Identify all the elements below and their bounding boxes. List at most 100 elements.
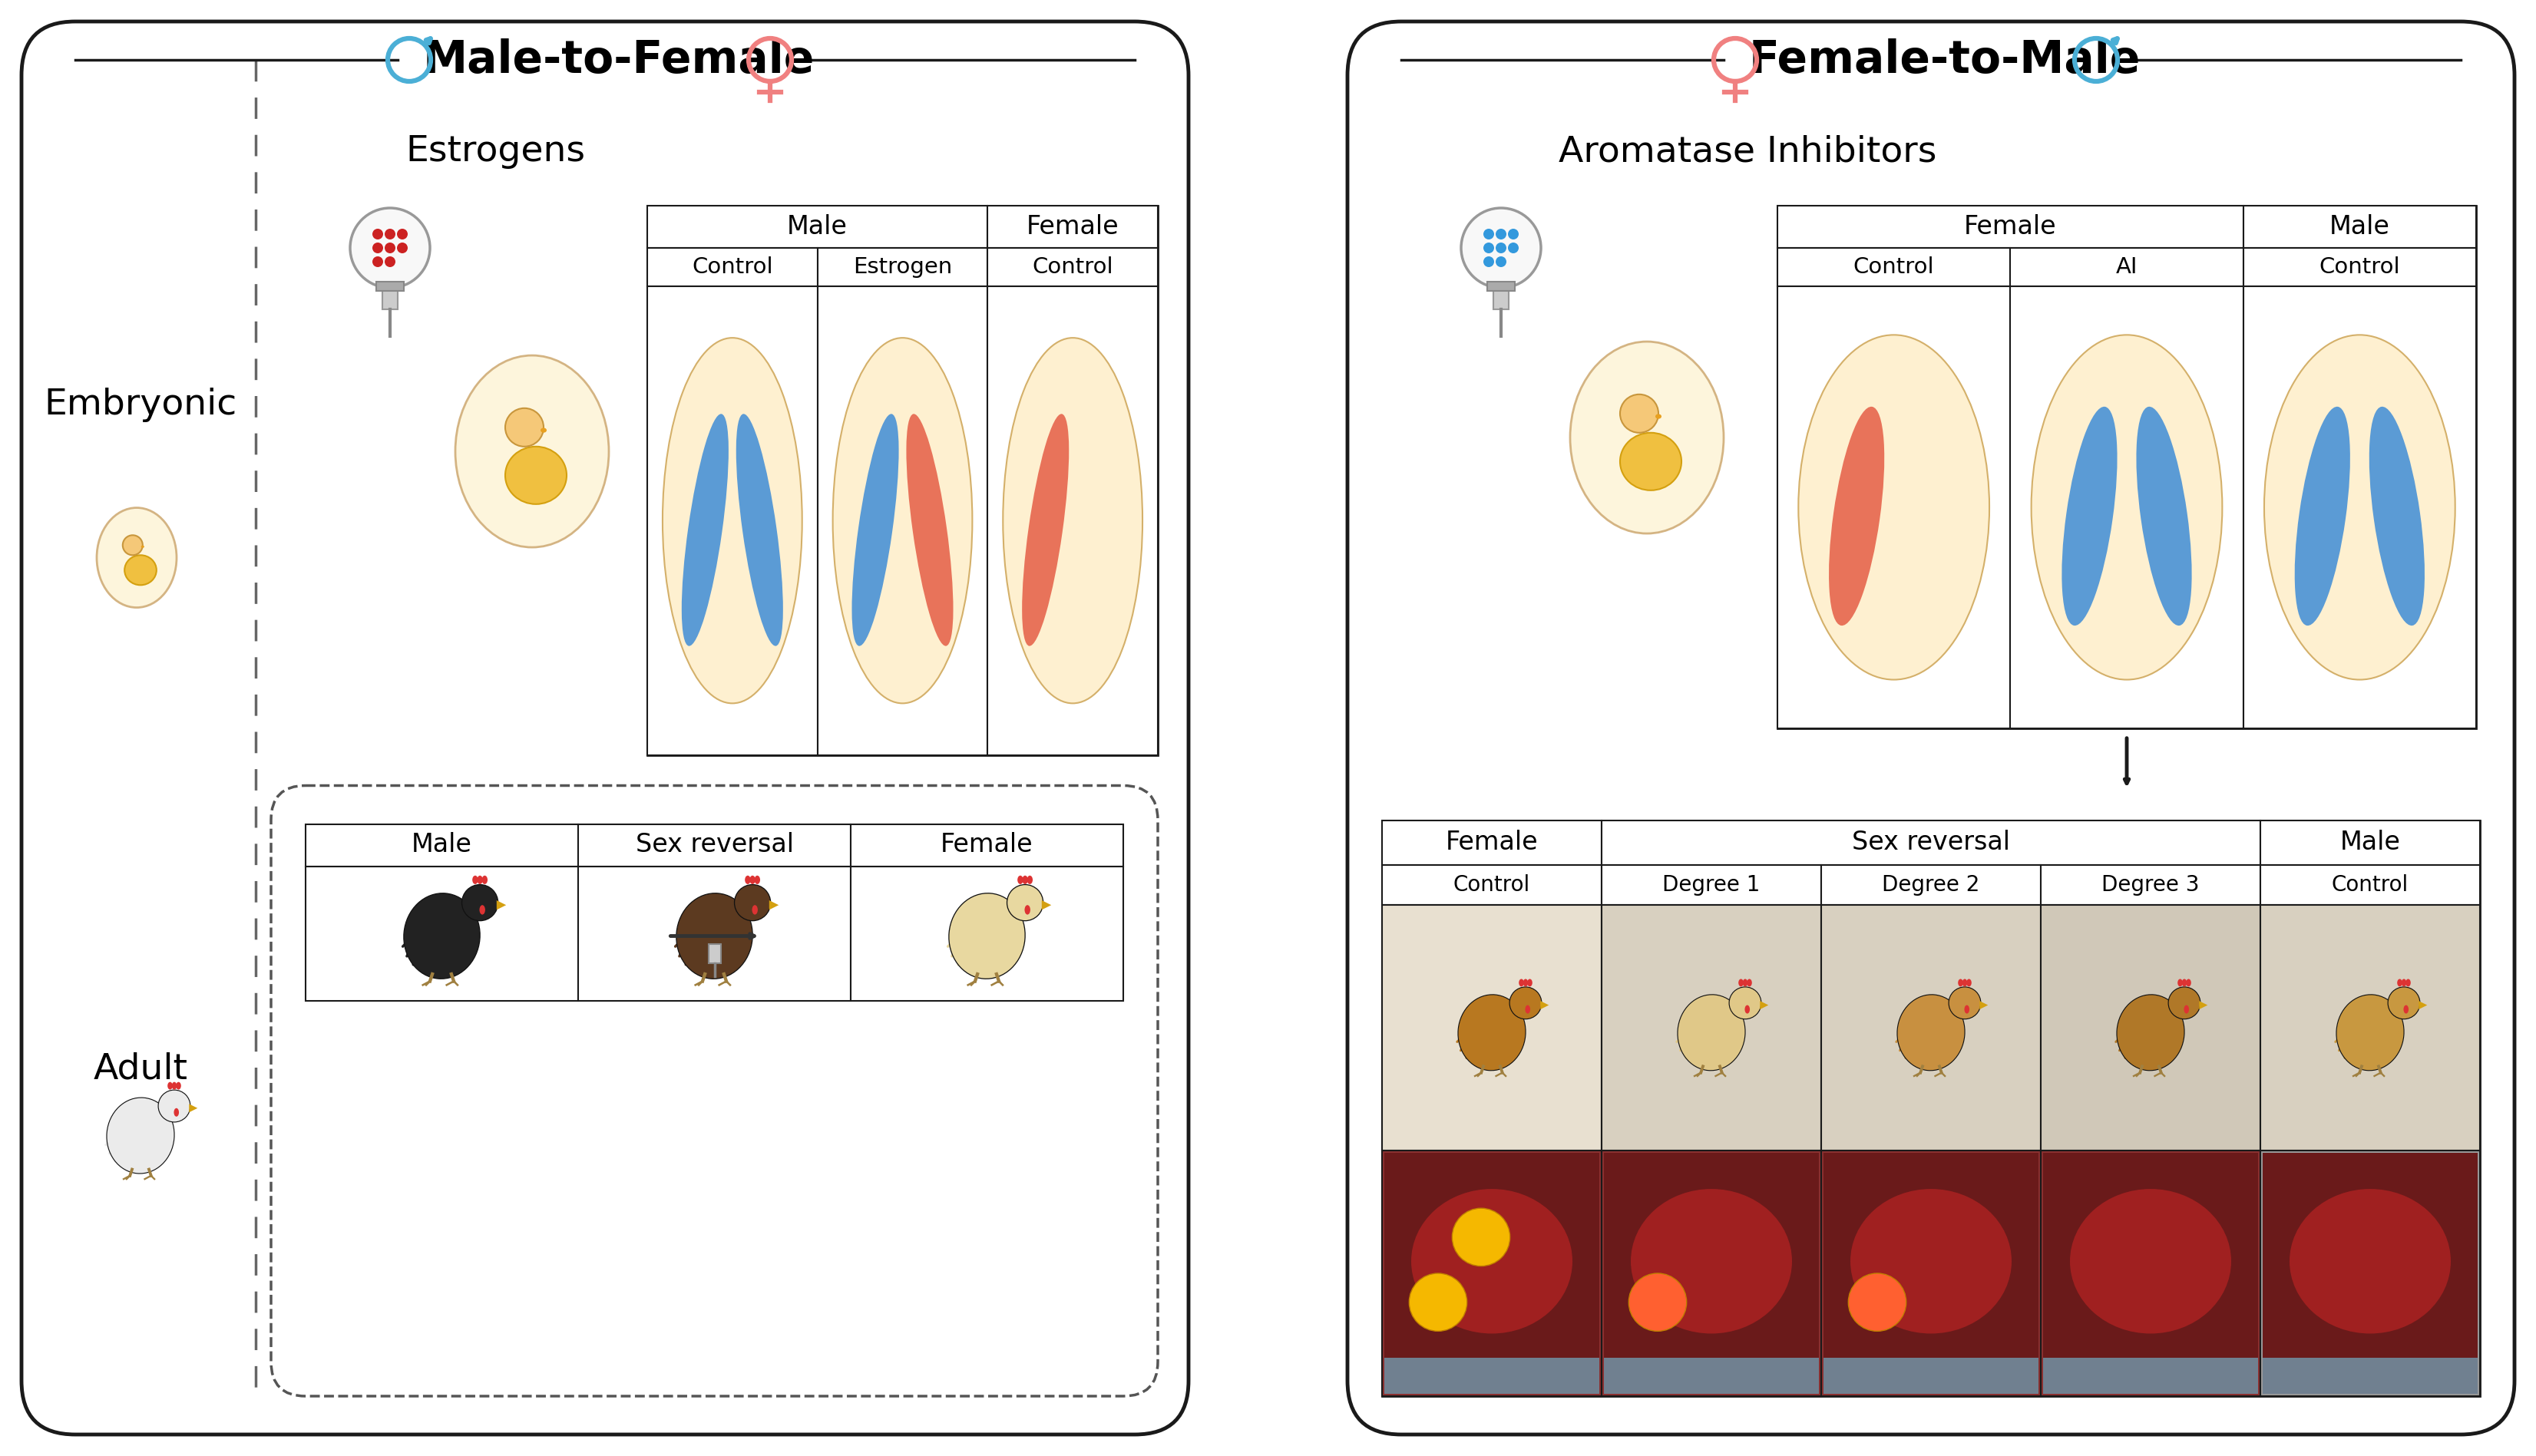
Ellipse shape	[2183, 1005, 2189, 1013]
Circle shape	[1484, 229, 1494, 239]
Bar	[2041, 865, 2260, 904]
Polygon shape	[1539, 1000, 1549, 1009]
Bar	[2044, 1153, 2257, 1393]
Polygon shape	[2419, 1000, 2427, 1009]
Polygon shape	[1760, 1000, 1768, 1009]
Circle shape	[1007, 885, 1042, 920]
Bar	[647, 287, 817, 754]
Ellipse shape	[1851, 1190, 2011, 1334]
Bar	[2044, 1357, 2257, 1393]
Text: Estrogens: Estrogens	[406, 135, 586, 169]
Circle shape	[1849, 1274, 1907, 1331]
Bar	[1382, 820, 2480, 1396]
Ellipse shape	[479, 906, 484, 914]
Ellipse shape	[948, 893, 1025, 978]
Text: Degree 1: Degree 1	[1664, 874, 1760, 895]
Polygon shape	[1002, 898, 1032, 913]
Ellipse shape	[505, 447, 566, 504]
Ellipse shape	[1965, 978, 1970, 987]
Text: Control: Control	[2318, 256, 2399, 278]
Circle shape	[1496, 243, 1506, 253]
Bar	[2260, 820, 2480, 865]
Polygon shape	[456, 898, 487, 913]
Bar	[1385, 1357, 1600, 1393]
Circle shape	[398, 243, 408, 253]
Bar	[1778, 287, 2011, 728]
Bar	[1823, 1153, 2039, 1393]
Ellipse shape	[482, 875, 487, 884]
Text: Aromatase Inhibitors: Aromatase Inhibitors	[1560, 135, 1938, 169]
Text: Sex reversal: Sex reversal	[637, 833, 794, 858]
Polygon shape	[2163, 999, 2191, 1012]
Circle shape	[1484, 256, 1494, 266]
Bar	[304, 866, 578, 1000]
Circle shape	[505, 408, 543, 447]
Ellipse shape	[1828, 406, 1884, 626]
Ellipse shape	[1524, 978, 1529, 987]
Ellipse shape	[852, 414, 898, 646]
Bar	[2260, 865, 2480, 904]
Bar	[1778, 248, 2011, 287]
Ellipse shape	[2186, 978, 2191, 987]
Bar	[2244, 287, 2475, 728]
Bar	[2260, 1150, 2480, 1396]
Bar	[817, 248, 987, 287]
Circle shape	[373, 256, 383, 266]
Ellipse shape	[1519, 978, 1524, 987]
Ellipse shape	[1737, 978, 1742, 987]
Bar	[987, 205, 1159, 248]
Ellipse shape	[1022, 875, 1027, 884]
Ellipse shape	[1745, 1005, 1750, 1013]
Bar	[1603, 904, 1821, 1150]
Circle shape	[1496, 229, 1506, 239]
Text: Female: Female	[1446, 830, 1539, 855]
Bar	[708, 943, 720, 962]
Ellipse shape	[1621, 432, 1681, 491]
Bar	[1821, 1150, 2041, 1396]
Ellipse shape	[1022, 414, 1070, 646]
Bar	[383, 288, 398, 309]
Bar	[304, 824, 578, 866]
Ellipse shape	[682, 414, 728, 646]
Bar	[1382, 1150, 1603, 1396]
Text: Control: Control	[1032, 256, 1113, 278]
Bar	[2262, 1357, 2478, 1393]
Polygon shape	[497, 900, 507, 910]
Ellipse shape	[2336, 994, 2404, 1070]
Text: Control: Control	[1854, 256, 1935, 278]
Bar	[1778, 205, 2244, 248]
Ellipse shape	[2031, 335, 2222, 680]
Bar	[1821, 904, 2041, 1150]
Text: Embryonic: Embryonic	[43, 387, 236, 422]
Ellipse shape	[403, 893, 479, 978]
Ellipse shape	[1017, 875, 1022, 884]
Bar	[2041, 904, 2260, 1150]
Text: Male-to-Female: Male-to-Female	[424, 38, 814, 82]
Circle shape	[373, 229, 383, 239]
Text: Control: Control	[1453, 874, 1529, 895]
Circle shape	[1484, 243, 1494, 253]
Bar	[2041, 1150, 2260, 1396]
Polygon shape	[1724, 999, 1752, 1012]
Ellipse shape	[751, 875, 756, 884]
Polygon shape	[728, 898, 761, 913]
Bar	[647, 205, 1159, 754]
Bar	[1494, 288, 1509, 309]
Text: Female: Female	[1027, 214, 1118, 239]
Ellipse shape	[124, 555, 157, 585]
Polygon shape	[1981, 1000, 1988, 1009]
Circle shape	[385, 243, 396, 253]
Ellipse shape	[2062, 406, 2118, 626]
Circle shape	[462, 885, 497, 920]
Bar	[578, 824, 850, 866]
Ellipse shape	[2290, 1190, 2450, 1334]
Ellipse shape	[1679, 994, 1745, 1070]
Text: Male: Male	[786, 214, 847, 239]
Circle shape	[122, 536, 142, 555]
Text: Male: Male	[411, 833, 472, 858]
Ellipse shape	[2402, 978, 2407, 987]
Circle shape	[1461, 208, 1542, 288]
Text: Degree 3: Degree 3	[2102, 874, 2199, 895]
Circle shape	[385, 256, 396, 266]
Ellipse shape	[2407, 978, 2412, 987]
